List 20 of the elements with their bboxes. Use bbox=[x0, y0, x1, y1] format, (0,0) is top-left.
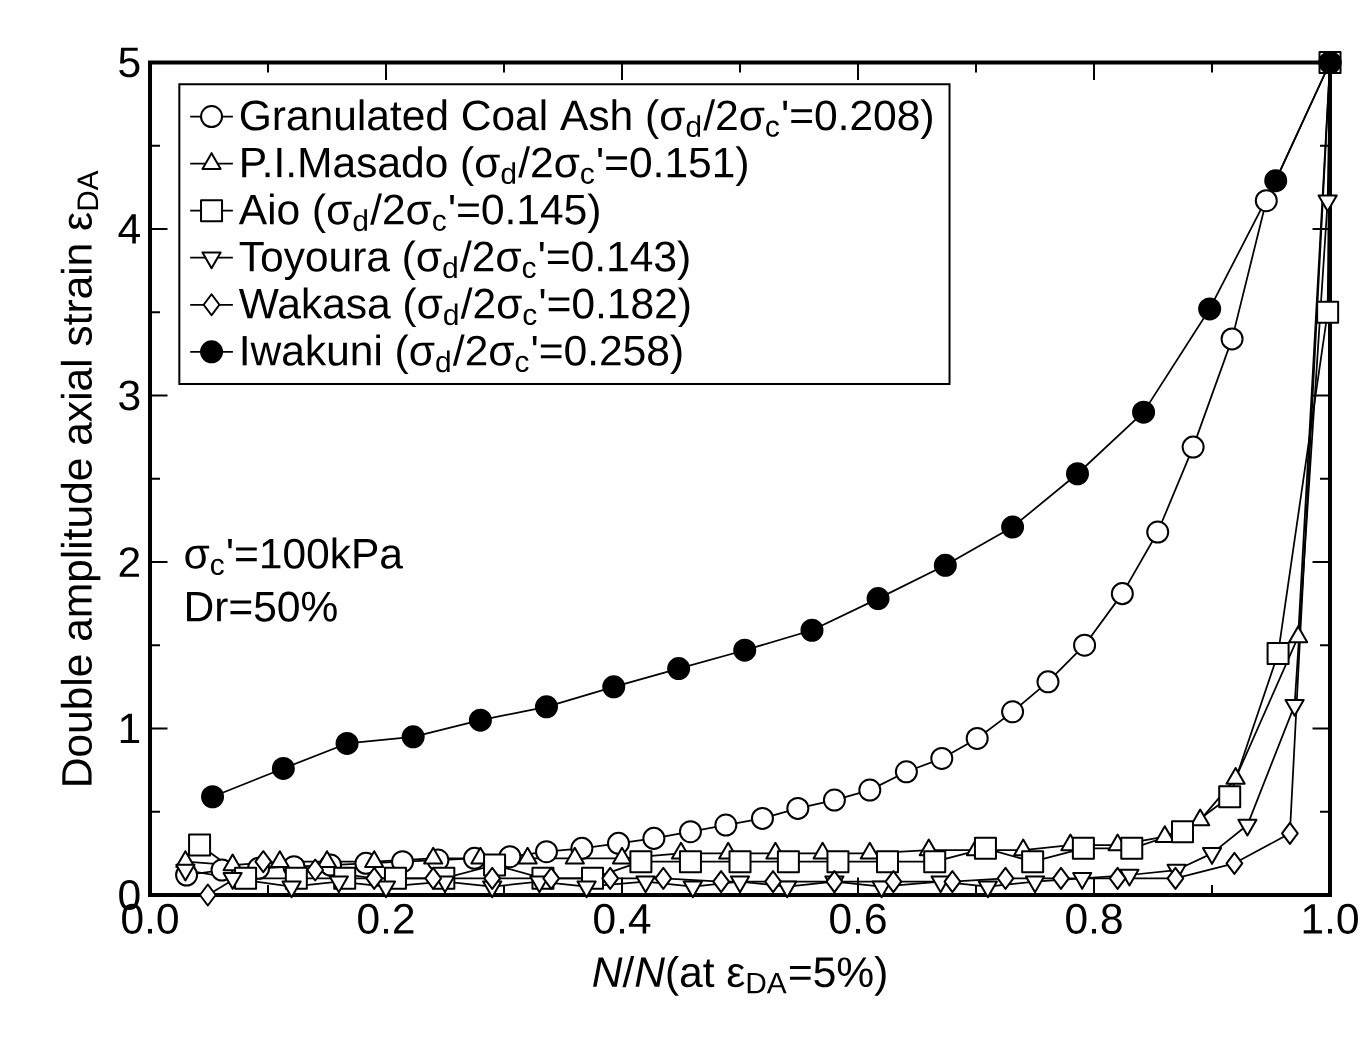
y-tick-label: 5 bbox=[119, 47, 140, 78]
x-tick-label: 0.6 bbox=[830, 903, 886, 934]
legend-label: Aio (σ$_{d}$/2σ$_{c}$'=0.145) bbox=[238, 193, 599, 233]
legend-label: Wakasa (σ$_{d}$/2σ$_{c}$'=0.182) bbox=[238, 287, 690, 328]
x-tick-label: 0.4 bbox=[594, 903, 651, 934]
legend-label: Toyoura (σ$_{d}$/2σ$_{c}$'=0.143) bbox=[239, 240, 689, 281]
annotation: σ$_{c}$'=100kPa bbox=[185, 537, 403, 576]
y-tick-label: 3 bbox=[119, 380, 140, 411]
y-axis-title: Double amplitude axial strain ε$_{DA}$ bbox=[60, 170, 101, 785]
y-tick-label: 4 bbox=[118, 214, 140, 244]
y-tick-label: 2 bbox=[119, 547, 140, 577]
x-tick-label: 0.2 bbox=[358, 903, 414, 934]
legend-label: Iwakuni (σ$_{d}$/2σ$_{c}$'=0.258) bbox=[242, 334, 682, 375]
x-axis-title: N/N(at ε$_{DA}$=5%) bbox=[593, 956, 886, 996]
x-tick-label: 0.8 bbox=[1066, 903, 1122, 934]
legend-label: P.I.Masado (σ$_{d}$/2σ$_{c}$'=0.151) bbox=[242, 146, 747, 186]
legend-label: Granulated Coal Ash (σ$_{d}$/2σ$_{c}$'=0.208) bbox=[240, 99, 932, 139]
x-tick-label: 1.0 bbox=[1303, 903, 1358, 934]
annotation: Dr=50% bbox=[187, 591, 337, 622]
y-tick-label: 1 bbox=[120, 713, 140, 744]
